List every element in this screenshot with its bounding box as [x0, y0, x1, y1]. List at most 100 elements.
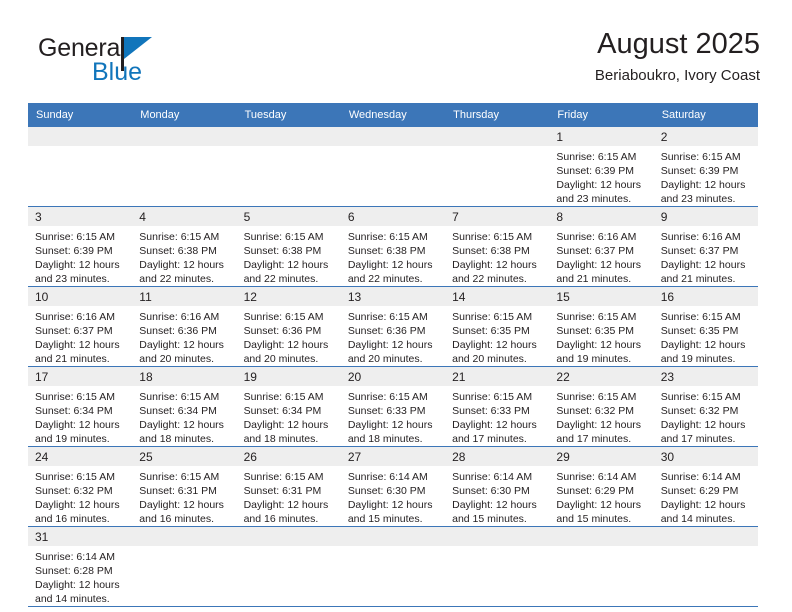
weekday-header-wednesday: Wednesday [340, 103, 446, 127]
daylight-text-line2: and 21 minutes. [35, 353, 110, 365]
calendar-day-cell[interactable]: 25 Sunrise: 6:15 AM Sunset: 6:31 PM Dayligh… [132, 446, 237, 527]
day-details: Sunrise: 6:14 AM Sunset: 6:30 PM Daylight:… [341, 466, 445, 526]
calendar-day-cell[interactable]: 17 Sunrise: 6:15 AM Sunset: 6:34 PM Dayligh… [28, 366, 133, 447]
weekday-header-thursday: Thursday [445, 103, 550, 127]
daylight-text-line1: Daylight: 12 hours [35, 339, 120, 351]
sunrise-text: Sunrise: 6:15 AM [243, 471, 324, 483]
day-number: 17 [28, 367, 133, 386]
triangle-flag-icon [121, 37, 152, 71]
day-number [340, 527, 446, 546]
calendar-day-cell[interactable]: 9 Sunrise: 6:16 AM Sunset: 6:37 PM Daylight… [653, 206, 758, 287]
day-number [653, 527, 758, 546]
calendar-day-cell[interactable]: 13 Sunrise: 6:15 AM Sunset: 6:36 PM Dayligh… [340, 286, 446, 367]
calendar-header-row: Sunday Monday Tuesday Wednesday Thursday… [28, 103, 758, 127]
calendar-day-cell[interactable]: 31 Sunrise: 6:14 AM Sunset: 6:28 PM Dayligh… [28, 526, 133, 607]
daylight-text-line2: and 20 minutes. [139, 353, 214, 365]
day-details: Sunrise: 6:15 AM Sunset: 6:31 PM Daylight:… [132, 466, 236, 526]
sunset-text: Sunset: 6:32 PM [660, 405, 739, 417]
sunrise-text: Sunrise: 6:15 AM [556, 391, 637, 403]
calendar-day-cell[interactable]: 11 Sunrise: 6:16 AM Sunset: 6:36 PM Dayligh… [132, 286, 237, 367]
calendar-day-cell[interactable]: 4 Sunrise: 6:15 AM Sunset: 6:38 PM Daylight… [132, 206, 237, 287]
sunset-text: Sunset: 6:36 PM [347, 325, 426, 337]
day-details: Sunrise: 6:15 AM Sunset: 6:36 PM Daylight:… [341, 306, 445, 366]
calendar-day-cell[interactable]: 22 Sunrise: 6:15 AM Sunset: 6:32 PM Dayligh… [549, 366, 654, 447]
day-number: 3 [28, 207, 133, 226]
sunset-text: Sunset: 6:31 PM [243, 485, 322, 497]
sunrise-text: Sunrise: 6:15 AM [139, 471, 220, 483]
day-details: Sunrise: 6:15 AM Sunset: 6:39 PM Daylight:… [28, 226, 132, 286]
daylight-text-line2: and 19 minutes. [556, 353, 632, 365]
general-blue-logo[interactable]: General Blue [38, 36, 238, 92]
day-details: Sunrise: 6:16 AM Sunset: 6:37 PM Daylight:… [549, 226, 653, 286]
weekday-header-monday: Monday [132, 103, 237, 127]
calendar-day-cell[interactable]: 12 Sunrise: 6:15 AM Sunset: 6:36 PM Dayligh… [236, 286, 341, 367]
day-number: 6 [340, 207, 446, 226]
day-number: 25 [132, 447, 237, 466]
daylight-text-line1: Daylight: 12 hours [243, 499, 329, 511]
sunset-text: Sunset: 6:29 PM [556, 485, 635, 497]
calendar-day-cell[interactable]: 29 Sunrise: 6:14 AM Sunset: 6:29 PM Dayligh… [549, 446, 654, 527]
day-number: 21 [445, 367, 550, 386]
daylight-text-line1: Daylight: 12 hours [35, 499, 120, 511]
calendar-day-cell[interactable]: 27 Sunrise: 6:14 AM Sunset: 6:30 PM Dayligh… [340, 446, 446, 527]
calendar-day-cell[interactable]: 6 Sunrise: 6:15 AM Sunset: 6:38 PM Daylight… [340, 206, 446, 287]
daylight-text-line1: Daylight: 12 hours [660, 499, 746, 511]
daylight-text-line2: and 14 minutes. [660, 513, 736, 525]
calendar-day-cell[interactable]: 18 Sunrise: 6:15 AM Sunset: 6:34 PM Dayligh… [132, 366, 237, 447]
calendar-day-cell[interactable]: 1 Sunrise: 6:15 AM Sunset: 6:39 PM Daylight… [549, 127, 654, 207]
day-details: Sunrise: 6:15 AM Sunset: 6:34 PM Daylight:… [28, 386, 132, 446]
calendar-day-cell[interactable]: 30 Sunrise: 6:14 AM Sunset: 6:29 PM Dayligh… [653, 446, 758, 527]
calendar-week-row: 10 Sunrise: 6:16 AM Sunset: 6:37 PM Dayligh… [28, 286, 758, 367]
calendar-cell-empty [132, 127, 237, 207]
day-details: Sunrise: 6:15 AM Sunset: 6:39 PM Daylight:… [549, 146, 653, 206]
calendar-day-cell[interactable]: 24 Sunrise: 6:15 AM Sunset: 6:32 PM Dayligh… [28, 446, 133, 527]
daylight-text-line2: and 22 minutes. [347, 273, 423, 285]
day-number: 9 [653, 207, 758, 226]
sunset-text: Sunset: 6:38 PM [347, 245, 426, 257]
calendar-day-cell[interactable]: 10 Sunrise: 6:16 AM Sunset: 6:37 PM Dayligh… [28, 286, 133, 367]
daylight-text-line1: Daylight: 12 hours [452, 259, 537, 271]
sunset-text: Sunset: 6:36 PM [139, 325, 217, 337]
day-details: Sunrise: 6:15 AM Sunset: 6:34 PM Daylight:… [132, 386, 236, 446]
calendar-day-cell[interactable]: 7 Sunrise: 6:15 AM Sunset: 6:38 PM Daylight… [445, 206, 550, 287]
day-number: 26 [236, 447, 341, 466]
calendar-day-cell[interactable]: 21 Sunrise: 6:15 AM Sunset: 6:33 PM Dayligh… [445, 366, 550, 447]
sunrise-text: Sunrise: 6:15 AM [452, 391, 533, 403]
day-number: 27 [340, 447, 446, 466]
sunset-text: Sunset: 6:35 PM [452, 325, 530, 337]
calendar-day-cell[interactable]: 14 Sunrise: 6:15 AM Sunset: 6:35 PM Dayligh… [445, 286, 550, 367]
sunset-text: Sunset: 6:38 PM [452, 245, 530, 257]
calendar-day-cell[interactable]: 3 Sunrise: 6:15 AM Sunset: 6:39 PM Daylight… [28, 206, 133, 287]
sunset-text: Sunset: 6:39 PM [35, 245, 113, 257]
calendar-day-cell[interactable]: 28 Sunrise: 6:14 AM Sunset: 6:30 PM Dayligh… [445, 446, 550, 527]
calendar-day-cell[interactable]: 5 Sunrise: 6:15 AM Sunset: 6:38 PM Daylight… [236, 206, 341, 287]
day-number: 30 [653, 447, 758, 466]
calendar-table: Sunday Monday Tuesday Wednesday Thursday… [28, 103, 758, 607]
calendar-cell-empty [236, 127, 341, 207]
sunset-text: Sunset: 6:37 PM [660, 245, 739, 257]
sunrise-text: Sunrise: 6:15 AM [347, 311, 428, 323]
day-details: Sunrise: 6:15 AM Sunset: 6:35 PM Daylight:… [549, 306, 653, 366]
day-number [549, 527, 654, 546]
sunrise-text: Sunrise: 6:15 AM [243, 231, 324, 243]
calendar-day-cell[interactable]: 15 Sunrise: 6:15 AM Sunset: 6:35 PM Dayligh… [549, 286, 654, 367]
sunset-text: Sunset: 6:35 PM [660, 325, 739, 337]
daylight-text-line2: and 20 minutes. [243, 353, 319, 365]
brand-name-blue: Blue [92, 58, 143, 86]
sunset-text: Sunset: 6:37 PM [35, 325, 113, 337]
daylight-text-line1: Daylight: 12 hours [35, 579, 120, 591]
sunrise-text: Sunrise: 6:14 AM [35, 551, 115, 563]
day-number: 5 [236, 207, 341, 226]
calendar-day-cell[interactable]: 8 Sunrise: 6:16 AM Sunset: 6:37 PM Daylight… [549, 206, 654, 287]
calendar-day-cell[interactable]: 26 Sunrise: 6:15 AM Sunset: 6:31 PM Dayligh… [236, 446, 341, 527]
calendar-day-cell[interactable]: 2 Sunrise: 6:15 AM Sunset: 6:39 PM Daylight… [653, 127, 758, 207]
calendar-day-cell[interactable]: 19 Sunrise: 6:15 AM Sunset: 6:34 PM Dayligh… [236, 366, 341, 447]
calendar-day-cell[interactable]: 16 Sunrise: 6:15 AM Sunset: 6:35 PM Dayligh… [653, 286, 758, 367]
sunset-text: Sunset: 6:38 PM [139, 245, 217, 257]
calendar-day-cell[interactable]: 20 Sunrise: 6:15 AM Sunset: 6:33 PM Dayligh… [340, 366, 446, 447]
daylight-text-line2: and 18 minutes. [139, 433, 214, 445]
daylight-text-line1: Daylight: 12 hours [660, 259, 746, 271]
location-subtitle: Beriaboukro, Ivory Coast [594, 67, 760, 85]
calendar-day-cell[interactable]: 23 Sunrise: 6:15 AM Sunset: 6:32 PM Dayligh… [653, 366, 758, 447]
daylight-text-line2: and 21 minutes. [660, 273, 736, 285]
